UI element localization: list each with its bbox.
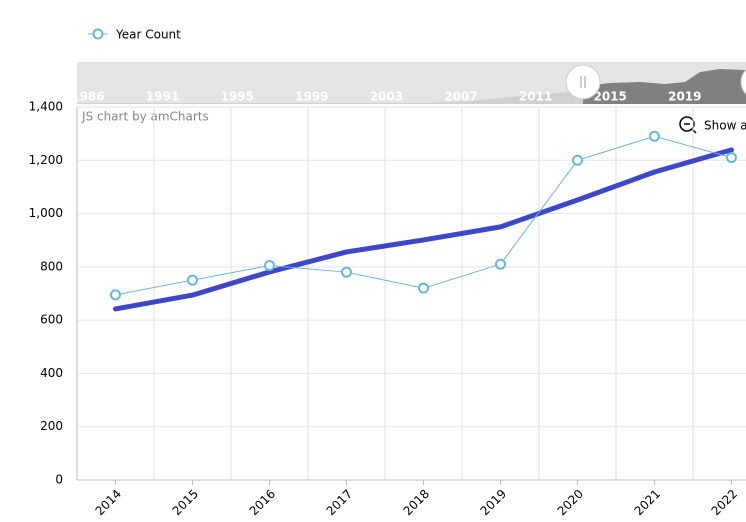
scrollbar-label: 2011: [519, 90, 552, 104]
scrollbar-preview: [583, 69, 746, 104]
y-tick-label: 1,000: [29, 206, 63, 220]
credit[interactable]: JS chart by amCharts: [81, 110, 209, 124]
y-tick-label: 600: [40, 313, 63, 327]
scrollbar[interactable]: 1986 1991 1995 1999 2003 2007 2011 2015 2019: [71, 62, 746, 104]
scrollbar-label: 1999: [295, 90, 328, 104]
x-tick-label: 2017: [324, 487, 355, 518]
y-tick-label: 0: [55, 473, 63, 487]
scrollbar-grip[interactable]: [740, 65, 746, 99]
legend-label: Year Count: [115, 28, 181, 42]
y-tick-label: 1,400: [29, 100, 63, 114]
scrollbar-label: 2007: [444, 90, 477, 104]
y-tick-label: 400: [40, 366, 63, 380]
y-tick-label: 800: [40, 259, 63, 273]
x-tick-label: 2021: [632, 487, 663, 518]
scrollbar-label: 2019: [668, 90, 701, 104]
scrollbar-label: 1991: [146, 90, 179, 104]
point-marker: [418, 282, 429, 294]
y-tick-label: 1,200: [29, 153, 63, 167]
scrollbar-label: 1986: [71, 90, 104, 104]
point-marker: [187, 274, 198, 286]
y-tick-label: 200: [40, 419, 63, 433]
point-marker: [264, 260, 275, 272]
point-marker: [495, 258, 506, 270]
x-tick-label: 2014: [93, 487, 124, 518]
legend-item[interactable]: Year Count: [88, 28, 181, 42]
legend-marker: [92, 28, 104, 40]
zoom-out-button[interactable]: Show all: [679, 116, 746, 134]
zoom-icon: [679, 116, 695, 132]
point-marker: [341, 266, 352, 278]
x-tick-label: 2016: [247, 487, 278, 518]
zoom-label: Show all: [704, 119, 746, 133]
point-marker: [572, 154, 583, 166]
x-tick-label: 2015: [170, 487, 201, 518]
series-group: [110, 130, 737, 312]
point-marker: [110, 289, 121, 301]
scrollbar-label: 2015: [593, 90, 626, 104]
scrollbar-label: 1995: [220, 90, 253, 104]
x-tick-label: 2018: [401, 487, 432, 518]
scrollbar-label: 2003: [370, 90, 403, 104]
point-marker: [726, 152, 737, 164]
point-marker: [649, 130, 660, 142]
scrollbar-preview: [77, 90, 583, 104]
x-tick-label: 2020: [555, 487, 586, 518]
scrollbar-grip[interactable]: [565, 64, 601, 100]
x-tick-label: 2019: [478, 487, 509, 518]
trend-line: [113, 147, 734, 312]
x-tick-label: 2022: [709, 487, 740, 518]
